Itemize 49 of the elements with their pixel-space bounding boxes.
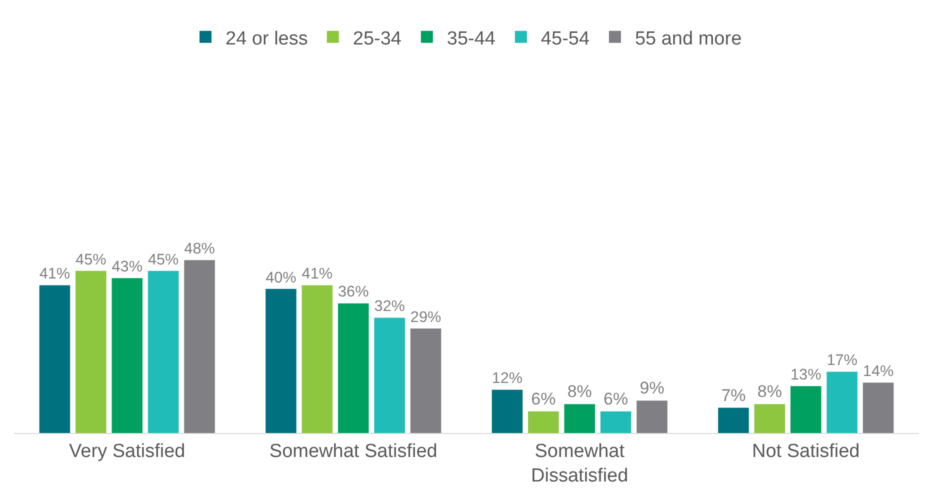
bar [410, 328, 442, 433]
bar [338, 303, 369, 433]
legend-label: 35-44 [446, 28, 496, 50]
bar [184, 260, 215, 433]
data-label: 13% [790, 366, 822, 384]
data-label: 6% [604, 389, 628, 408]
data-label: 8% [567, 382, 592, 402]
bar [754, 404, 786, 433]
x-tick-label: Not Satisfied [752, 440, 860, 462]
x-tick-label: Somewhat Satisfied [269, 440, 438, 462]
data-label: 6% [531, 389, 556, 408]
data-label: 17% [826, 352, 858, 370]
data-label: 41% [302, 266, 333, 283]
bar [790, 386, 822, 433]
bar [374, 318, 405, 433]
data-label: 12% [492, 370, 523, 388]
bar [636, 400, 668, 433]
bar [600, 411, 632, 433]
bar [39, 285, 70, 433]
data-label: 48% [184, 240, 216, 258]
x-tick-label: Somewhat Dissatisfied [531, 440, 628, 486]
x-tick-label: Very Satisfied [69, 440, 186, 462]
data-label: 45% [76, 251, 107, 268]
bar [492, 390, 523, 433]
legend-label: 25-34 [352, 28, 402, 50]
data-label: 40% [266, 269, 297, 286]
bar [826, 372, 858, 433]
data-label: 8% [757, 382, 782, 402]
data-label: 32% [374, 298, 406, 316]
data-label: 36% [338, 284, 370, 301]
bar [302, 285, 333, 433]
bar [112, 278, 143, 433]
bar [862, 382, 894, 433]
data-label: 29% [410, 308, 442, 326]
data-label: 43% [112, 258, 143, 276]
bar [718, 408, 749, 433]
bar [148, 270, 179, 433]
data-label: 7% [721, 386, 746, 405]
bar [528, 411, 559, 433]
legend-label: 45-54 [540, 28, 590, 50]
legend-label: 55 and more [634, 28, 742, 50]
bar [76, 270, 106, 433]
bar [266, 288, 296, 433]
data-label: 14% [862, 362, 894, 380]
data-label: 9% [640, 378, 664, 398]
data-label: 41% [39, 266, 70, 283]
bar [564, 404, 596, 433]
legend-label: 24 or less [226, 28, 308, 50]
data-label: 45% [148, 251, 180, 268]
